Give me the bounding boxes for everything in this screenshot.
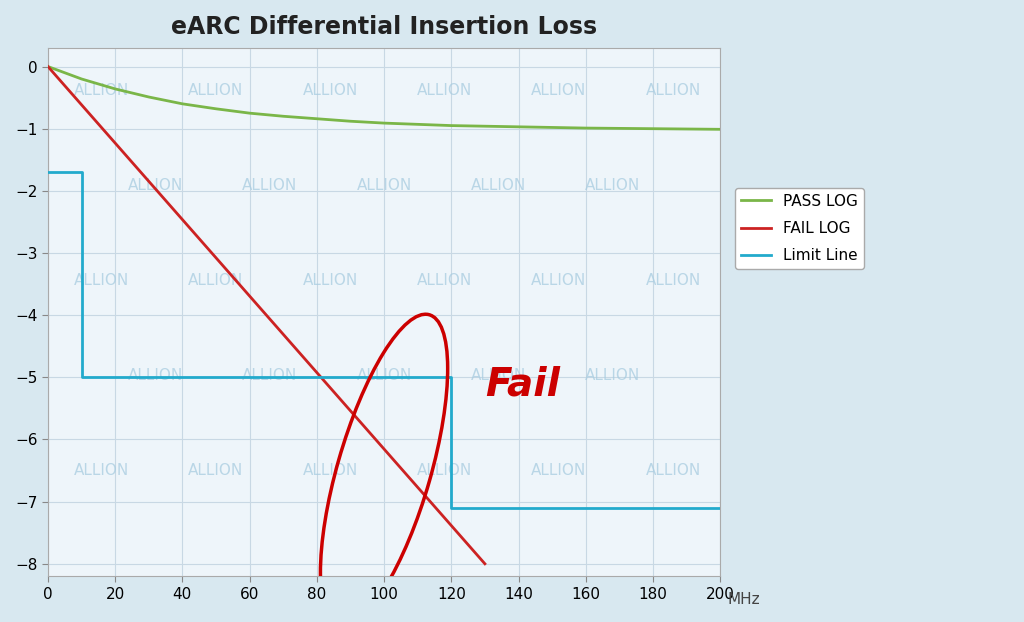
Text: ALLION: ALLION xyxy=(471,178,526,193)
Text: ALLION: ALLION xyxy=(188,463,244,478)
Text: ALLION: ALLION xyxy=(645,83,700,98)
PASS LOG xyxy=(378,119,390,127)
Text: ALLION: ALLION xyxy=(128,178,183,193)
Text: ALLION: ALLION xyxy=(188,273,244,288)
Text: ALLION: ALLION xyxy=(356,178,412,193)
PASS LOG xyxy=(647,125,659,132)
Text: ALLION: ALLION xyxy=(531,463,587,478)
Text: ALLION: ALLION xyxy=(645,463,700,478)
Text: ALLION: ALLION xyxy=(242,178,297,193)
Text: ALLION: ALLION xyxy=(471,368,526,383)
PASS LOG xyxy=(42,63,54,70)
PASS LOG xyxy=(52,67,65,74)
Limit Line xyxy=(714,504,726,511)
Limit Line xyxy=(445,374,458,381)
Text: ALLION: ALLION xyxy=(585,178,640,193)
PASS LOG xyxy=(43,63,55,71)
Text: ALLION: ALLION xyxy=(242,368,297,383)
PASS LOG xyxy=(76,75,88,83)
Text: ALLION: ALLION xyxy=(128,368,183,383)
Text: ALLION: ALLION xyxy=(417,273,472,288)
Text: MHz: MHz xyxy=(727,592,760,607)
Limit Line xyxy=(42,169,54,176)
PASS LOG xyxy=(278,113,290,120)
Text: ALLION: ALLION xyxy=(74,83,129,98)
Text: ALLION: ALLION xyxy=(356,368,412,383)
Text: ALLION: ALLION xyxy=(74,463,129,478)
PASS LOG xyxy=(92,80,104,88)
Text: ALLION: ALLION xyxy=(531,83,587,98)
Text: ALLION: ALLION xyxy=(303,83,358,98)
Limit Line xyxy=(378,374,390,381)
PASS LOG xyxy=(344,118,356,125)
Title: eARC Differential Insertion Loss: eARC Differential Insertion Loss xyxy=(171,15,597,39)
PASS LOG xyxy=(45,64,57,72)
Text: ALLION: ALLION xyxy=(417,83,472,98)
Text: ALLION: ALLION xyxy=(417,463,472,478)
PASS LOG xyxy=(142,93,155,101)
PASS LOG xyxy=(58,69,71,77)
Line: Limit Line: Limit Line xyxy=(48,172,720,508)
PASS LOG xyxy=(714,126,726,133)
PASS LOG xyxy=(176,100,188,108)
PASS LOG xyxy=(310,115,323,123)
Text: Fail: Fail xyxy=(485,366,560,404)
Legend: PASS LOG, FAIL LOG, Limit Line: PASS LOG, FAIL LOG, Limit Line xyxy=(734,188,864,269)
Text: ALLION: ALLION xyxy=(303,463,358,478)
Text: ALLION: ALLION xyxy=(645,273,700,288)
PASS LOG xyxy=(69,73,81,80)
Limit Line xyxy=(76,374,88,381)
Text: ALLION: ALLION xyxy=(531,273,587,288)
Limit Line xyxy=(378,374,390,381)
Text: ALLION: ALLION xyxy=(74,273,129,288)
Text: ALLION: ALLION xyxy=(585,368,640,383)
PASS LOG xyxy=(445,122,458,129)
PASS LOG xyxy=(512,123,524,131)
PASS LOG xyxy=(210,105,222,113)
Limit Line xyxy=(76,169,88,176)
Limit Line xyxy=(445,504,458,511)
Text: ALLION: ALLION xyxy=(303,273,358,288)
PASS LOG xyxy=(109,85,121,93)
Line: PASS LOG: PASS LOG xyxy=(48,67,720,129)
PASS LOG xyxy=(580,124,592,132)
PASS LOG xyxy=(48,65,60,73)
PASS LOG xyxy=(244,109,256,117)
Text: ALLION: ALLION xyxy=(188,83,244,98)
